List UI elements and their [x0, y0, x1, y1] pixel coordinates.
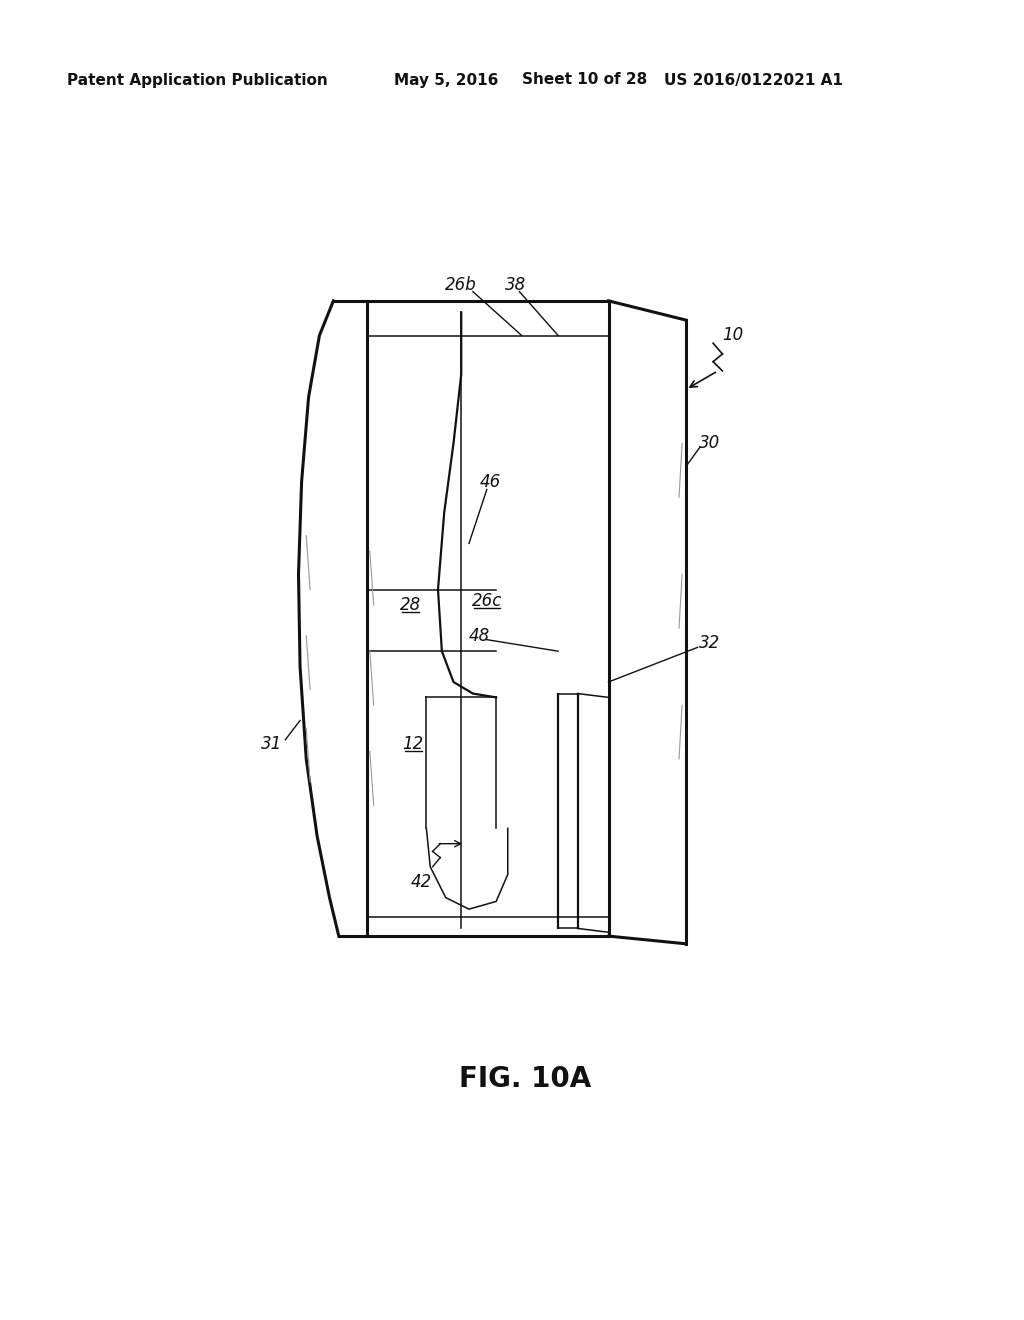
Text: 38: 38: [505, 276, 526, 294]
Text: 48: 48: [468, 627, 489, 644]
Text: 26c: 26c: [472, 593, 502, 610]
Text: Sheet 10 of 28: Sheet 10 of 28: [522, 73, 647, 87]
Text: 31: 31: [261, 735, 282, 752]
Text: 32: 32: [698, 635, 720, 652]
Text: 30: 30: [698, 434, 720, 453]
Text: 10: 10: [722, 326, 743, 345]
Text: 42: 42: [411, 874, 431, 891]
Text: 28: 28: [400, 597, 422, 614]
Text: May 5, 2016: May 5, 2016: [394, 73, 499, 87]
Text: 26b: 26b: [445, 276, 477, 294]
Text: Patent Application Publication: Patent Application Publication: [67, 73, 328, 87]
Text: 46: 46: [480, 473, 502, 491]
Text: FIG. 10A: FIG. 10A: [459, 1064, 591, 1093]
Text: 12: 12: [402, 735, 424, 752]
Text: US 2016/0122021 A1: US 2016/0122021 A1: [664, 73, 843, 87]
